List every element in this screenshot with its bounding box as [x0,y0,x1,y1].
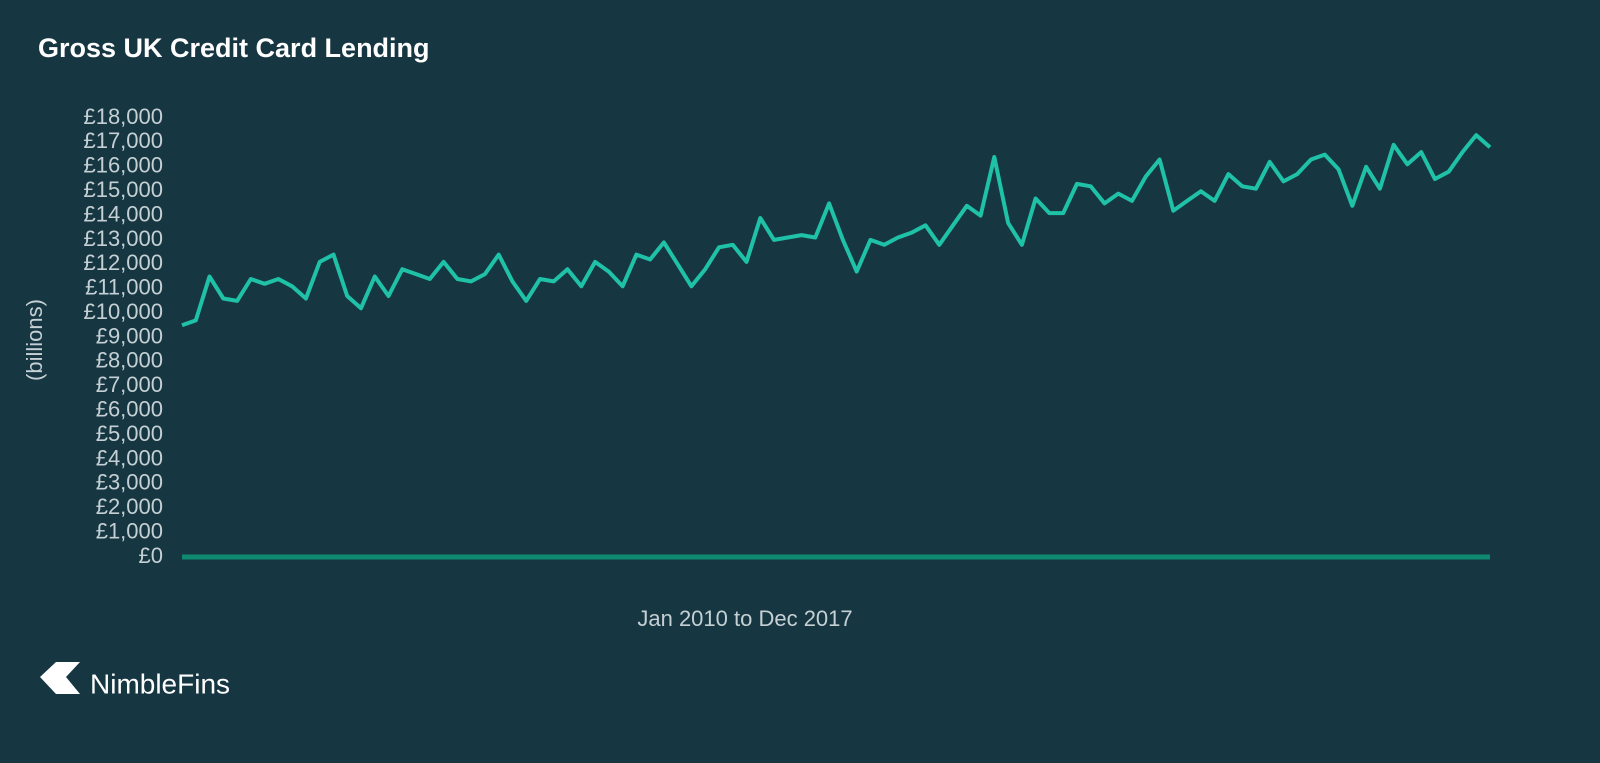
chart-title: Gross UK Credit Card Lending [38,33,430,63]
y-tick-label: £3,000 [96,470,163,495]
logo-icon [40,662,80,694]
y-tick-label: £18,000 [83,104,163,129]
y-tick-label: £17,000 [83,128,163,153]
logo-text: NimbleFins [90,668,230,699]
y-tick-label: £4,000 [96,445,163,470]
y-tick-label: £16,000 [83,153,163,178]
data-line [181,133,1492,328]
y-tick-label: £8,000 [96,348,163,373]
y-tick-label: £7,000 [96,372,163,397]
y-tick-label: £2,000 [96,494,163,519]
y-tick-label: £9,000 [96,323,163,348]
y-axis-label: (billions) [22,299,47,381]
y-tick-label: £0 [139,543,163,568]
y-tick-label: £11,000 [85,275,163,300]
y-tick-label: £6,000 [96,396,163,421]
x-axis-label: Jan 2010 to Dec 2017 [637,606,852,631]
y-tick-label: £1,000 [96,518,163,543]
y-tick-label: £10,000 [83,299,163,324]
y-tick-label: £14,000 [83,201,163,226]
y-tick-label: £5,000 [96,421,163,446]
y-tick-label: £13,000 [83,226,163,251]
y-tick-label: £15,000 [83,177,163,202]
y-tick-label: £12,000 [83,250,163,275]
